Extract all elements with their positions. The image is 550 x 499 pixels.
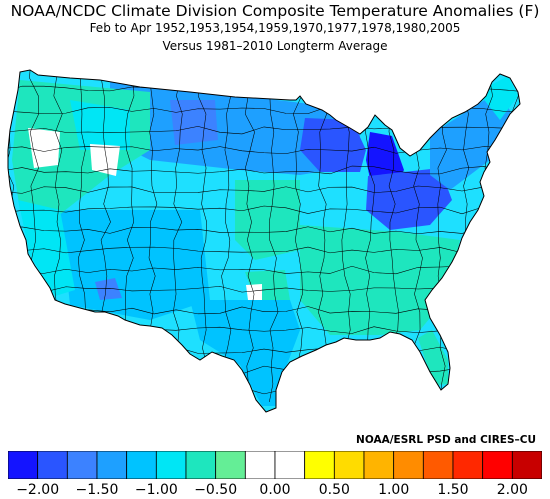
legend-swatch bbox=[511, 451, 542, 479]
legend-swatch bbox=[185, 451, 217, 479]
legend-swatch bbox=[244, 451, 276, 479]
region-northern-rockies bbox=[170, 100, 218, 145]
division-border-line bbox=[221, 70, 232, 403]
region-arizona-cool bbox=[95, 278, 122, 300]
legend-tick-label: −1.00 bbox=[134, 482, 178, 498]
division-border-line bbox=[268, 70, 279, 403]
map-title: NOAA/NCDC Climate Division Composite Tem… bbox=[10, 2, 540, 20]
region-washington bbox=[70, 100, 130, 150]
legend-swatch bbox=[66, 451, 98, 479]
legend-swatch bbox=[215, 451, 246, 479]
region-plains bbox=[235, 180, 300, 260]
division-border-line bbox=[8, 225, 520, 235]
division-border-line bbox=[292, 70, 303, 403]
division-border-line bbox=[8, 70, 520, 75]
division-border-line bbox=[8, 185, 520, 194]
division-border-line bbox=[8, 146, 520, 154]
region-neutral-new-mexico bbox=[246, 284, 262, 300]
legend-swatch bbox=[8, 451, 39, 479]
color-scale-legend bbox=[8, 451, 542, 479]
division-border-line bbox=[8, 165, 520, 175]
legend-swatch bbox=[363, 451, 395, 479]
legend-tick-label: 0.00 bbox=[259, 482, 291, 498]
region-great-lakes bbox=[300, 118, 366, 172]
division-border-line bbox=[197, 70, 208, 403]
legend-swatch bbox=[393, 451, 424, 479]
division-border-line bbox=[8, 70, 15, 403]
division-border-line bbox=[8, 265, 520, 275]
legend-tick-label: −2.00 bbox=[16, 482, 60, 498]
region-california bbox=[18, 200, 75, 296]
us-climate-division-map bbox=[7, 69, 521, 413]
region-neutral-idaho bbox=[90, 144, 120, 176]
legend-tick-label: 2.00 bbox=[496, 482, 528, 498]
data-source-credit: NOAA/ESRL PSD and CIRES–CU bbox=[356, 434, 536, 446]
legend-tick-label: −1.50 bbox=[75, 482, 119, 498]
legend-tick-label: 0.50 bbox=[318, 482, 350, 498]
legend-swatch bbox=[126, 451, 157, 479]
us-outline bbox=[7, 69, 521, 413]
division-border-line bbox=[8, 205, 520, 215]
region-ohio-valley bbox=[366, 168, 452, 230]
region-southeast bbox=[300, 225, 460, 335]
legend-swatch bbox=[333, 451, 365, 479]
legend-swatch bbox=[155, 451, 187, 479]
legend-swatch bbox=[274, 451, 306, 479]
legend-swatch bbox=[304, 451, 335, 479]
legend-tick-label: 1.00 bbox=[378, 482, 410, 498]
map-subtitle: Feb to Apr 1952,1953,1954,1959,1970,1977… bbox=[89, 21, 461, 35]
region-southwest bbox=[60, 210, 210, 320]
legend-swatch bbox=[37, 451, 68, 479]
legend-tick-label: 1.50 bbox=[437, 482, 469, 498]
legend-swatch bbox=[422, 451, 454, 479]
division-border-line bbox=[244, 70, 255, 403]
division-border-line bbox=[8, 246, 520, 254]
legend-swatch bbox=[482, 451, 513, 479]
legend-swatch bbox=[96, 451, 128, 479]
legend-swatch bbox=[452, 451, 484, 479]
legend-tick-label: −0.50 bbox=[194, 482, 238, 498]
map-subtitle-baseline: Versus 1981–2010 Longterm Average bbox=[162, 39, 388, 53]
region-northeast bbox=[430, 90, 512, 190]
anomaly-regions bbox=[12, 76, 518, 406]
